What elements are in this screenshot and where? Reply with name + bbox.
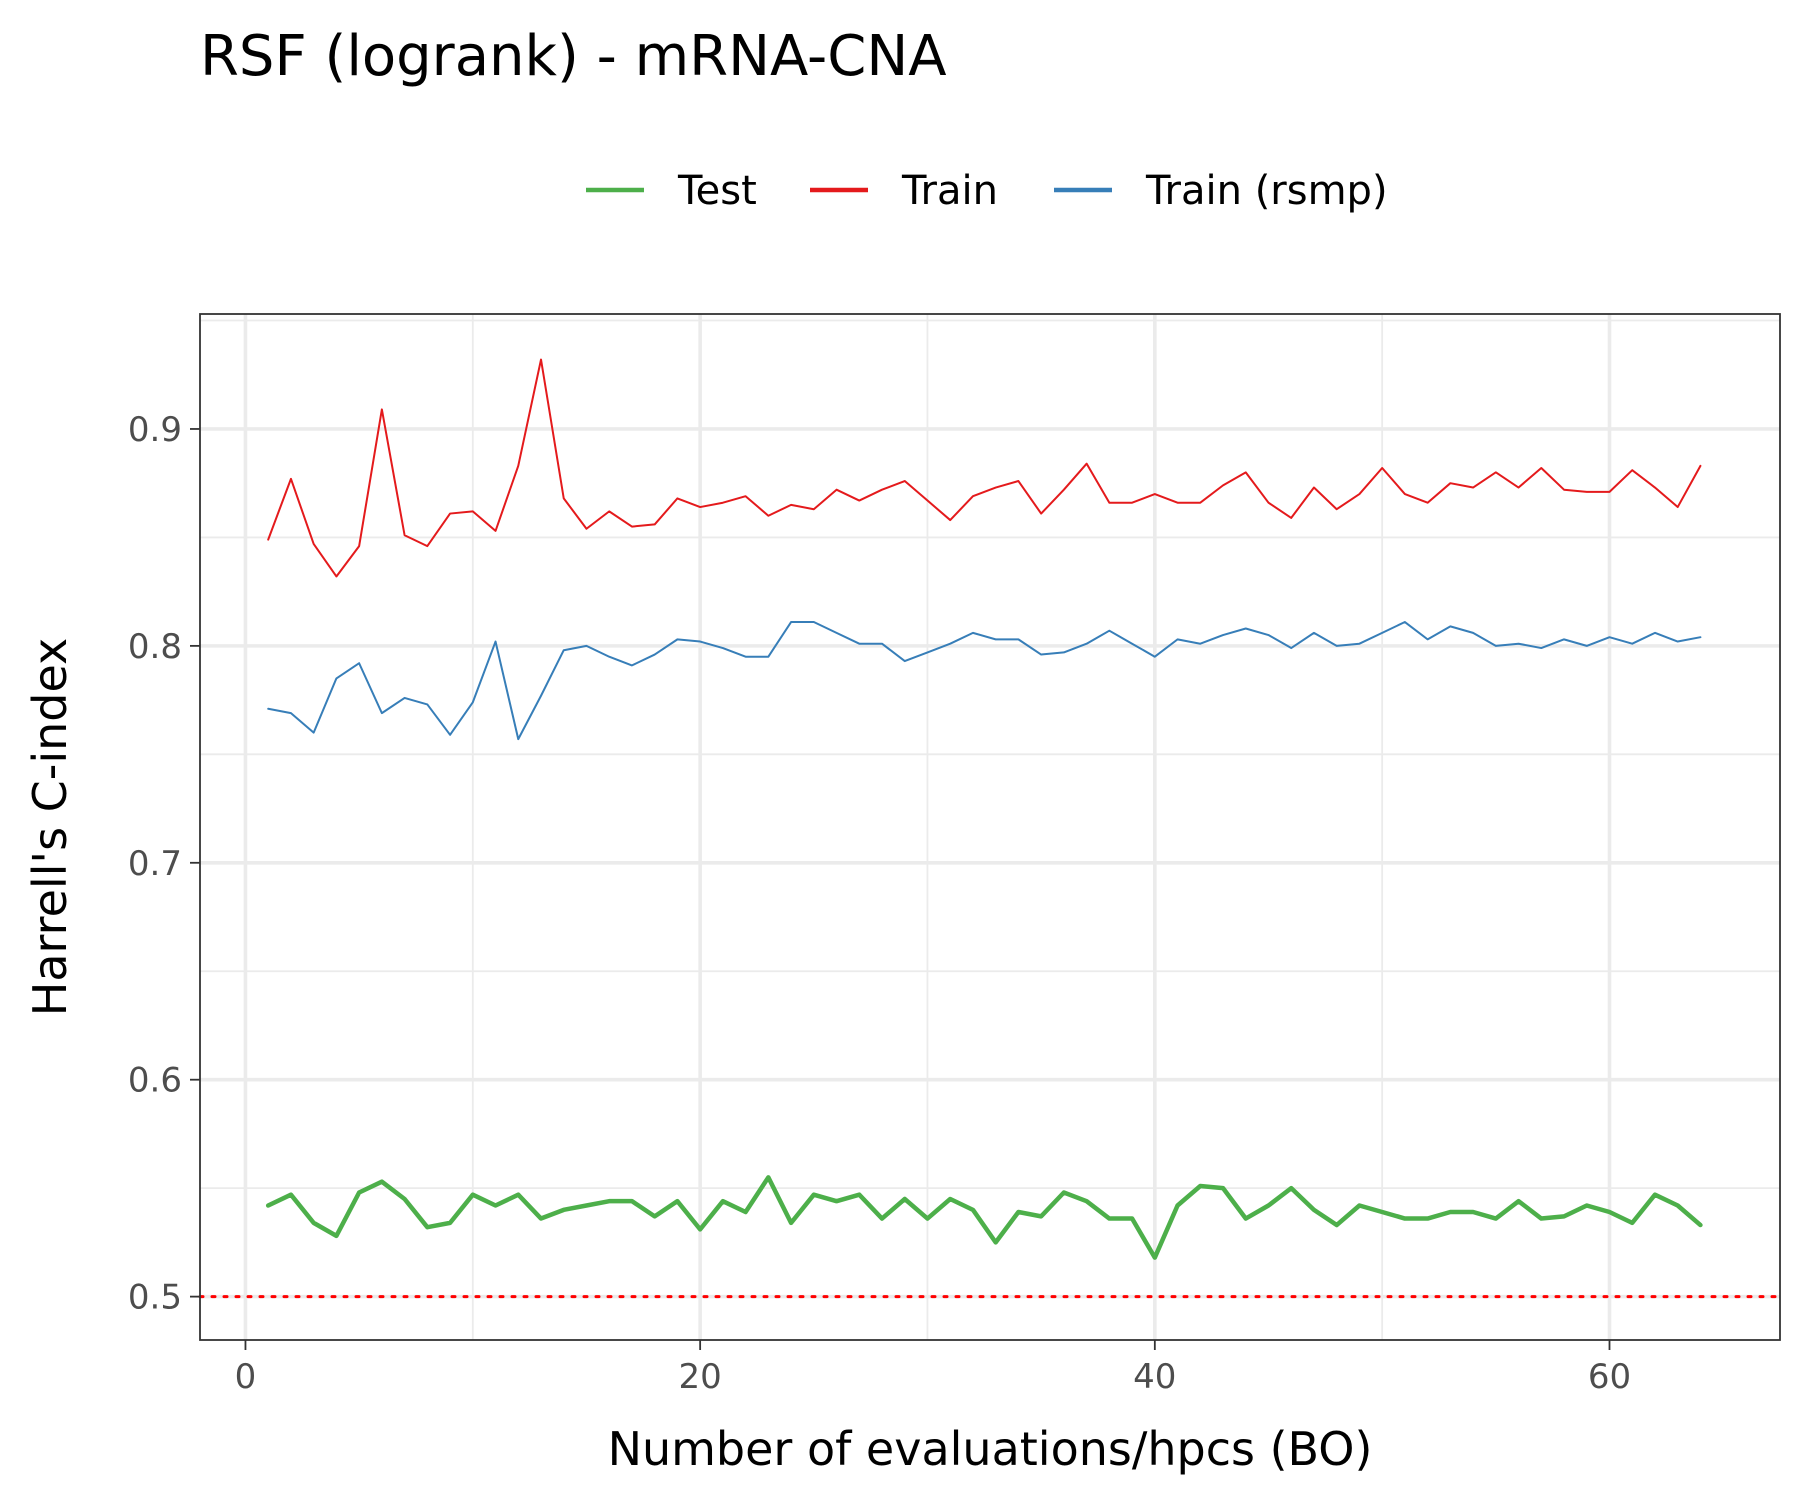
- series-line-train-rsmp: [267, 621, 1702, 741]
- legend-label-train-rsmp: Train (rsmp): [1145, 168, 1388, 214]
- y-tick-label: 0.5: [128, 1278, 182, 1318]
- plot-area: [198, 313, 1782, 1341]
- legend-label-test: Test: [677, 168, 757, 214]
- x-tick-label: 0: [235, 1357, 257, 1397]
- y-tick-label: 0.8: [128, 627, 182, 667]
- y-tick-label: 0.6: [128, 1061, 182, 1101]
- x-axis-title: Number of evaluations/hpcs (BO): [608, 1422, 1373, 1476]
- y-tick-label: 0.9: [128, 410, 182, 450]
- plot-border: [199, 313, 1781, 1341]
- series-line-train: [267, 358, 1702, 578]
- legend: Test Train Train (rsmp): [586, 168, 1388, 214]
- legend-label-train: Train: [901, 168, 998, 214]
- grid-minor: [200, 314, 1780, 1340]
- series-group: [265, 358, 1703, 1260]
- x-axis-ticks: 0 20 40 60: [235, 1340, 1631, 1397]
- series-line-test: [265, 1175, 1703, 1260]
- plot-background: [200, 314, 1780, 1340]
- y-tick-label: 0.7: [128, 844, 182, 884]
- y-axis-ticks: 0.5 0.6 0.7 0.8 0.9: [128, 410, 200, 1318]
- x-tick-label: 20: [679, 1357, 722, 1397]
- x-tick-label: 40: [1133, 1357, 1176, 1397]
- chart-title: RSF (logrank) - mRNA-CNA: [200, 24, 947, 89]
- x-tick-label: 60: [1588, 1357, 1631, 1397]
- y-axis-title: Harrell's C-index: [23, 638, 77, 1016]
